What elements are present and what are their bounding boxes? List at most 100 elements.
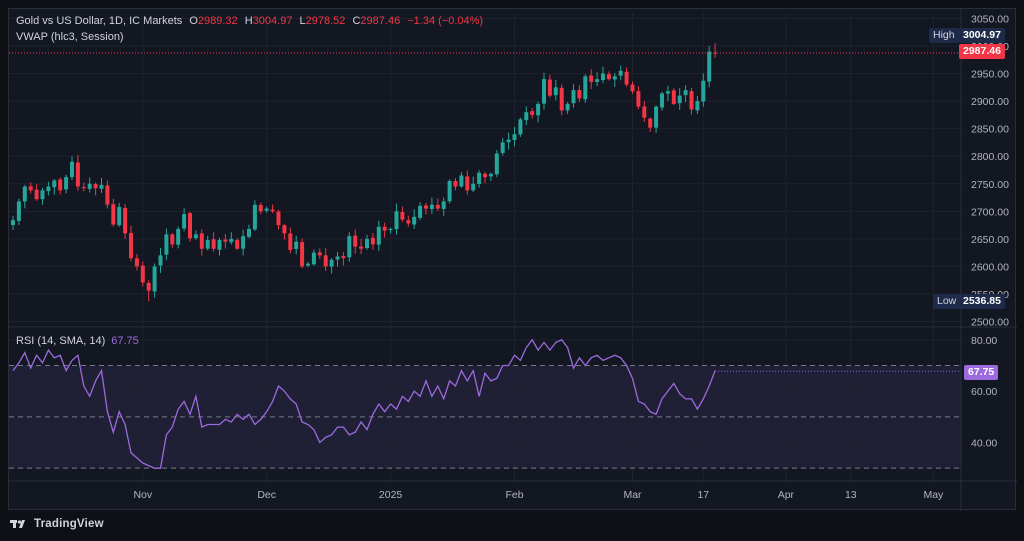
candle-body[interactable] — [176, 228, 181, 245]
candle-body[interactable] — [164, 234, 169, 255]
candle-body[interactable] — [40, 190, 45, 200]
candle-body[interactable] — [229, 238, 234, 243]
candle-body[interactable] — [70, 161, 74, 178]
candle-body[interactable] — [28, 186, 33, 191]
candle-body[interactable] — [323, 255, 328, 267]
candle-body[interactable] — [170, 234, 175, 245]
candle-body[interactable] — [152, 266, 157, 292]
candle-body[interactable] — [252, 204, 257, 230]
candle-body[interactable] — [353, 235, 358, 247]
candle-body[interactable] — [99, 184, 104, 189]
candle-body[interactable] — [365, 238, 369, 249]
candle-body[interactable] — [412, 216, 417, 225]
candle-body[interactable] — [429, 204, 434, 209]
candle-body[interactable] — [583, 76, 588, 100]
candle-body[interactable] — [211, 239, 216, 249]
candle-body[interactable] — [123, 207, 128, 234]
candle-body[interactable] — [382, 226, 387, 231]
candle-body[interactable] — [435, 204, 440, 209]
candle-body[interactable] — [565, 103, 570, 111]
candle-body[interactable] — [75, 162, 80, 187]
candle-body[interactable] — [483, 173, 487, 178]
candle-body[interactable] — [524, 112, 529, 121]
candle-body[interactable] — [400, 212, 405, 220]
candle-body[interactable] — [134, 258, 139, 267]
candle-body[interactable] — [477, 172, 482, 184]
candle-body[interactable] — [518, 119, 523, 135]
candle-body[interactable] — [247, 228, 251, 237]
candle-body[interactable] — [87, 183, 92, 189]
candle-body[interactable] — [93, 184, 98, 189]
candle-body[interactable] — [140, 265, 145, 283]
candle-body[interactable] — [223, 239, 228, 242]
candle-body[interactable] — [199, 233, 204, 249]
candle-body[interactable] — [559, 87, 564, 111]
candle-body[interactable] — [701, 80, 706, 102]
candle-body[interactable] — [105, 185, 110, 205]
candle-body[interactable] — [235, 239, 240, 249]
candle-body[interactable] — [606, 74, 611, 80]
symbol-title[interactable]: Gold vs US Dollar, 1D, IC Markets — [16, 15, 183, 27]
candle-body[interactable] — [347, 236, 352, 258]
candle-body[interactable] — [406, 220, 411, 224]
vwap-legend[interactable]: VWAP (hlc3, Session) — [16, 31, 124, 43]
candle-body[interactable] — [506, 139, 511, 143]
candle-body[interactable] — [370, 237, 375, 245]
candle-body[interactable] — [530, 111, 535, 115]
candle-body[interactable] — [282, 225, 287, 234]
candle-body[interactable] — [465, 176, 470, 191]
candle-body[interactable] — [341, 256, 346, 259]
candle-body[interactable] — [258, 205, 263, 212]
candle-body[interactable] — [654, 106, 659, 128]
candle-body[interactable] — [494, 153, 499, 175]
candle-body[interactable] — [52, 180, 57, 188]
candle-body[interactable] — [317, 252, 322, 256]
candle-body[interactable] — [16, 201, 21, 221]
candle-body[interactable] — [182, 214, 187, 229]
candle-body[interactable] — [441, 201, 446, 209]
candle-body[interactable] — [542, 79, 546, 104]
candle-body[interactable] — [359, 246, 364, 249]
candle-body[interactable] — [276, 211, 281, 226]
candle-body[interactable] — [158, 255, 163, 266]
candle-body[interactable] — [500, 142, 505, 153]
candle-body[interactable] — [311, 252, 316, 265]
candle-body[interactable] — [447, 181, 452, 202]
candle-body[interactable] — [300, 242, 305, 267]
candle-body[interactable] — [205, 239, 210, 249]
candle-body[interactable] — [394, 211, 399, 230]
candle-body[interactable] — [193, 234, 198, 239]
candle-body[interactable] — [129, 233, 133, 259]
candle-body[interactable] — [11, 220, 15, 226]
candle-body[interactable] — [453, 181, 458, 187]
candle-body[interactable] — [64, 177, 69, 190]
candle-body[interactable] — [459, 175, 464, 187]
candle-body[interactable] — [601, 73, 605, 81]
candle-body[interactable] — [689, 91, 694, 110]
candle-body[interactable] — [418, 205, 423, 218]
candle-body[interactable] — [713, 52, 718, 54]
candle-body[interactable] — [665, 91, 670, 94]
candle-body[interactable] — [264, 208, 269, 211]
candle-body[interactable] — [677, 95, 682, 104]
candle-body[interactable] — [81, 187, 86, 189]
candle-body[interactable] — [335, 256, 340, 260]
candle-body[interactable] — [58, 179, 63, 191]
candle-body[interactable] — [388, 228, 393, 231]
candle-body[interactable] — [376, 226, 381, 245]
candle-body[interactable] — [577, 90, 582, 99]
candle-body[interactable] — [512, 134, 517, 140]
candle-body[interactable] — [34, 189, 39, 200]
candle-body[interactable] — [624, 71, 629, 85]
candle-body[interactable] — [146, 282, 151, 291]
candle-body[interactable] — [595, 79, 600, 82]
candle-body[interactable] — [547, 79, 552, 96]
candle-body[interactable] — [22, 186, 27, 202]
candle-body[interactable] — [660, 93, 664, 108]
candle-body[interactable] — [671, 90, 676, 104]
candle-body[interactable] — [571, 90, 576, 104]
candle-body[interactable] — [618, 70, 623, 76]
candle-body[interactable] — [294, 241, 299, 249]
candle-body[interactable] — [217, 239, 222, 250]
candle-body[interactable] — [536, 103, 541, 116]
